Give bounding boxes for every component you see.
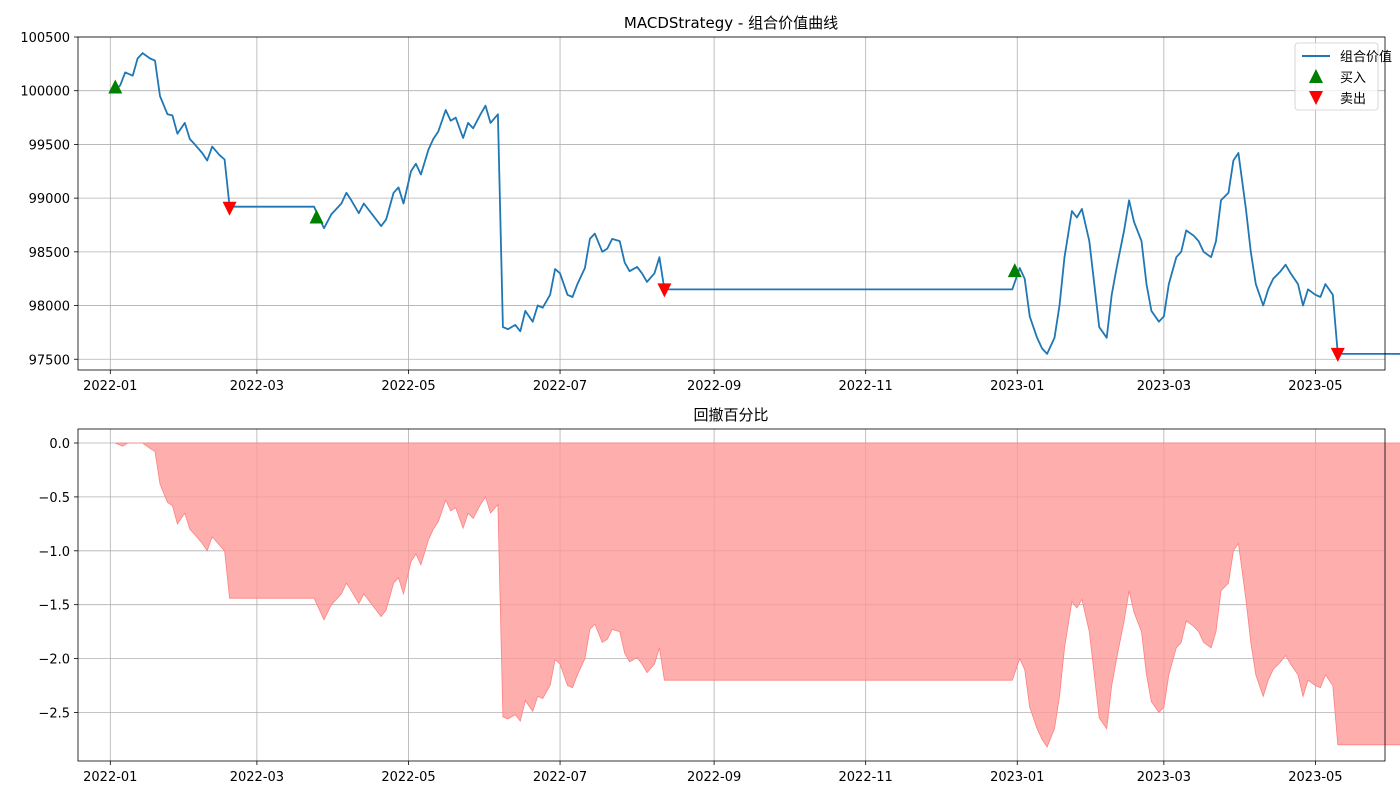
- legend-entry-portfolio: 组合价值: [1340, 49, 1392, 65]
- x-axis: 2022-01 2022-03 2022-05 2022-07 2022-09 2022-…: [83, 370, 1343, 394]
- x-tick-label: 2022-01: [83, 770, 137, 785]
- y-tick-label: 100000: [20, 85, 70, 100]
- x-tick-label: 2022-05: [381, 379, 435, 394]
- y-tick-label: −0.5: [38, 491, 70, 506]
- plot-area: [108, 52, 1400, 362]
- y-tick-label: 98000: [29, 300, 70, 315]
- x-tick-label: 2023-05: [1288, 379, 1342, 394]
- portfolio-value-line: [114, 52, 1400, 355]
- axes-frame: [77, 428, 1386, 762]
- y-tick-label: 97500: [29, 353, 70, 368]
- y-tick-label: 99000: [29, 192, 70, 207]
- y-tick-label: −2.5: [38, 706, 70, 721]
- y-axis: −2.5 −2.0 −1.5 −1.0 −0.5 0.0: [38, 437, 78, 721]
- x-tick-label: 2023-03: [1137, 770, 1191, 785]
- x-axis: 2022-01 2022-03 2022-05 2022-07 2022-09 2022-…: [83, 761, 1343, 785]
- y-tick-label: −2.0: [38, 653, 70, 668]
- legend-entry-buy: 买入: [1340, 71, 1366, 86]
- chart-title: MACDStrategy - 组合价值曲线: [624, 14, 838, 32]
- sell-marker: [1330, 347, 1345, 362]
- x-tick-label: 2022-03: [230, 379, 284, 394]
- chart-title: 回撤百分比: [693, 406, 768, 424]
- x-tick-label: 2022-05: [381, 770, 435, 785]
- sell-marker: [222, 201, 237, 216]
- portfolio-value-chart: MACDStrategy - 组合价值曲线 2022-01 2022-03 2022…: [20, 14, 1400, 394]
- x-tick-label: 2022-09: [687, 770, 741, 785]
- x-tick-label: 2022-07: [533, 770, 587, 785]
- y-axis: 97500 98000 98500 99000 99500 100000 100500: [20, 31, 78, 368]
- x-tick-label: 2022-11: [839, 770, 893, 785]
- legend-buy-marker: [1309, 69, 1323, 83]
- drawdown-chart: 回撤百分比 2022-01 2022-03 2022-05 2022-07 2022-0…: [38, 406, 1400, 785]
- x-tick-label: 2023-05: [1288, 770, 1342, 785]
- y-tick-label: 100500: [20, 31, 70, 46]
- x-tick-label: 2022-11: [839, 379, 893, 394]
- buy-marker: [309, 209, 324, 224]
- x-tick-label: 2023-01: [990, 770, 1044, 785]
- y-tick-label: 98500: [29, 246, 70, 261]
- y-tick-label: 0.0: [49, 437, 70, 452]
- plot-area: [115, 442, 1400, 748]
- x-tick-label: 2022-01: [83, 379, 137, 394]
- legend-entry-sell: 卖出: [1340, 92, 1366, 107]
- x-tick-label: 2022-03: [230, 770, 284, 785]
- drawdown-area: [115, 442, 1400, 748]
- buy-marker: [1007, 263, 1022, 278]
- sell-marker: [657, 283, 672, 298]
- x-tick-label: 2023-03: [1137, 379, 1191, 394]
- x-tick-label: 2022-09: [687, 379, 741, 394]
- x-tick-label: 2022-07: [533, 379, 587, 394]
- x-tick-label: 2023-01: [990, 379, 1044, 394]
- legend-sell-marker: [1309, 91, 1323, 105]
- y-tick-label: −1.5: [38, 599, 70, 614]
- y-tick-label: 99500: [29, 138, 70, 153]
- axes-frame: [77, 36, 1386, 371]
- legend: 组合价值 买入 卖出: [1294, 42, 1392, 111]
- buy-marker: [108, 79, 123, 94]
- y-tick-label: −1.0: [38, 545, 70, 560]
